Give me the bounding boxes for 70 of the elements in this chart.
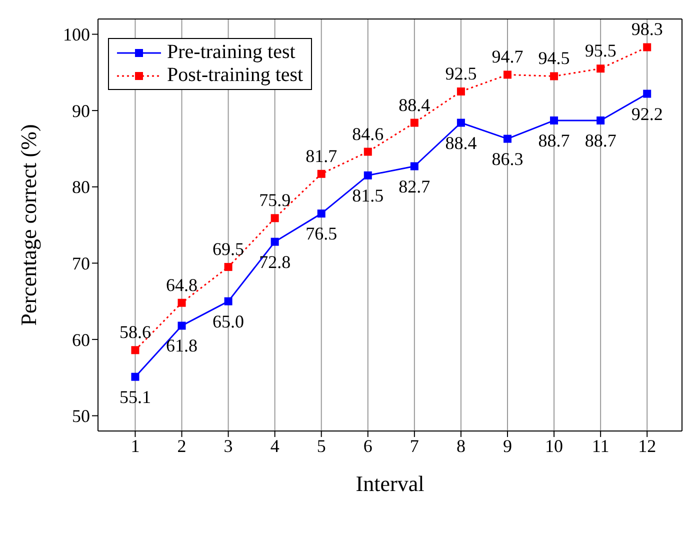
data-label: 64.8 bbox=[166, 274, 198, 295]
y-tick-label: 60 bbox=[72, 330, 90, 350]
point bbox=[456, 87, 465, 96]
point bbox=[643, 43, 652, 52]
data-label: 82.7 bbox=[398, 176, 430, 196]
x-tick-label: 7 bbox=[410, 436, 419, 456]
point bbox=[224, 297, 232, 306]
legend-label: Pre-training test bbox=[167, 41, 296, 64]
data-label: 61.8 bbox=[166, 336, 198, 356]
y-tick-label: 90 bbox=[72, 100, 90, 121]
point bbox=[410, 118, 418, 127]
data-label: 55.1 bbox=[119, 386, 151, 407]
point bbox=[178, 322, 186, 330]
point bbox=[504, 70, 512, 79]
data-label: 88.4 bbox=[398, 94, 430, 115]
point bbox=[364, 171, 372, 180]
y-tick-label: 70 bbox=[72, 254, 90, 274]
data-label: 81.5 bbox=[352, 185, 384, 206]
data-label: 92.5 bbox=[445, 63, 477, 84]
y-tick-label: 80 bbox=[72, 177, 90, 198]
x-tick-label: 12 bbox=[638, 436, 656, 456]
data-label: 86.3 bbox=[492, 148, 524, 169]
x-tick-label: 10 bbox=[545, 436, 564, 456]
data-label: 94.7 bbox=[492, 46, 524, 67]
point bbox=[456, 118, 465, 127]
data-label: 84.6 bbox=[352, 124, 384, 144]
x-tick-label: 9 bbox=[503, 436, 512, 456]
point bbox=[596, 116, 605, 124]
point bbox=[317, 170, 326, 178]
data-label: 75.9 bbox=[259, 190, 291, 210]
data-label: 65.0 bbox=[212, 311, 244, 332]
point bbox=[178, 298, 186, 307]
point bbox=[317, 210, 326, 218]
data-label: 98.3 bbox=[631, 19, 663, 40]
point bbox=[410, 162, 418, 170]
point bbox=[270, 238, 279, 246]
point bbox=[643, 90, 652, 98]
point bbox=[504, 134, 512, 143]
data-label: 81.7 bbox=[306, 146, 338, 166]
point bbox=[596, 64, 605, 73]
y-tick-label: 50 bbox=[72, 406, 90, 426]
x-tick-label: 3 bbox=[224, 436, 233, 456]
data-label: 92.2 bbox=[631, 104, 663, 124]
point bbox=[550, 72, 558, 80]
data-label: 95.5 bbox=[584, 40, 616, 61]
x-tick-label: 6 bbox=[363, 436, 372, 456]
point bbox=[224, 262, 232, 271]
point bbox=[131, 372, 140, 381]
x-tick-label: 2 bbox=[177, 436, 186, 456]
x-tick-label: 1 bbox=[130, 436, 140, 456]
data-label: 58.6 bbox=[119, 322, 151, 342]
y-axis-title: Percentage correct (%) bbox=[16, 124, 41, 326]
point bbox=[364, 148, 372, 156]
data-label: 88.7 bbox=[584, 130, 616, 150]
data-label: 88.4 bbox=[445, 132, 477, 153]
data-label: 88.7 bbox=[538, 130, 570, 150]
x-tick-label: 11 bbox=[592, 436, 610, 456]
y-tick-label: 100 bbox=[63, 24, 90, 45]
data-label: 72.8 bbox=[259, 252, 291, 272]
x-tick-label: 5 bbox=[316, 436, 326, 456]
data-label: 69.5 bbox=[212, 238, 244, 259]
data-label: 76.5 bbox=[306, 224, 338, 244]
x-axis-title: Interval bbox=[356, 471, 424, 496]
point bbox=[550, 116, 558, 124]
point bbox=[270, 214, 279, 222]
x-tick-label: 8 bbox=[456, 436, 466, 456]
legend-label: Post-training test bbox=[167, 64, 304, 87]
point bbox=[131, 346, 140, 354]
x-tick-label: 4 bbox=[270, 436, 280, 456]
data-label: 94.5 bbox=[538, 48, 570, 68]
